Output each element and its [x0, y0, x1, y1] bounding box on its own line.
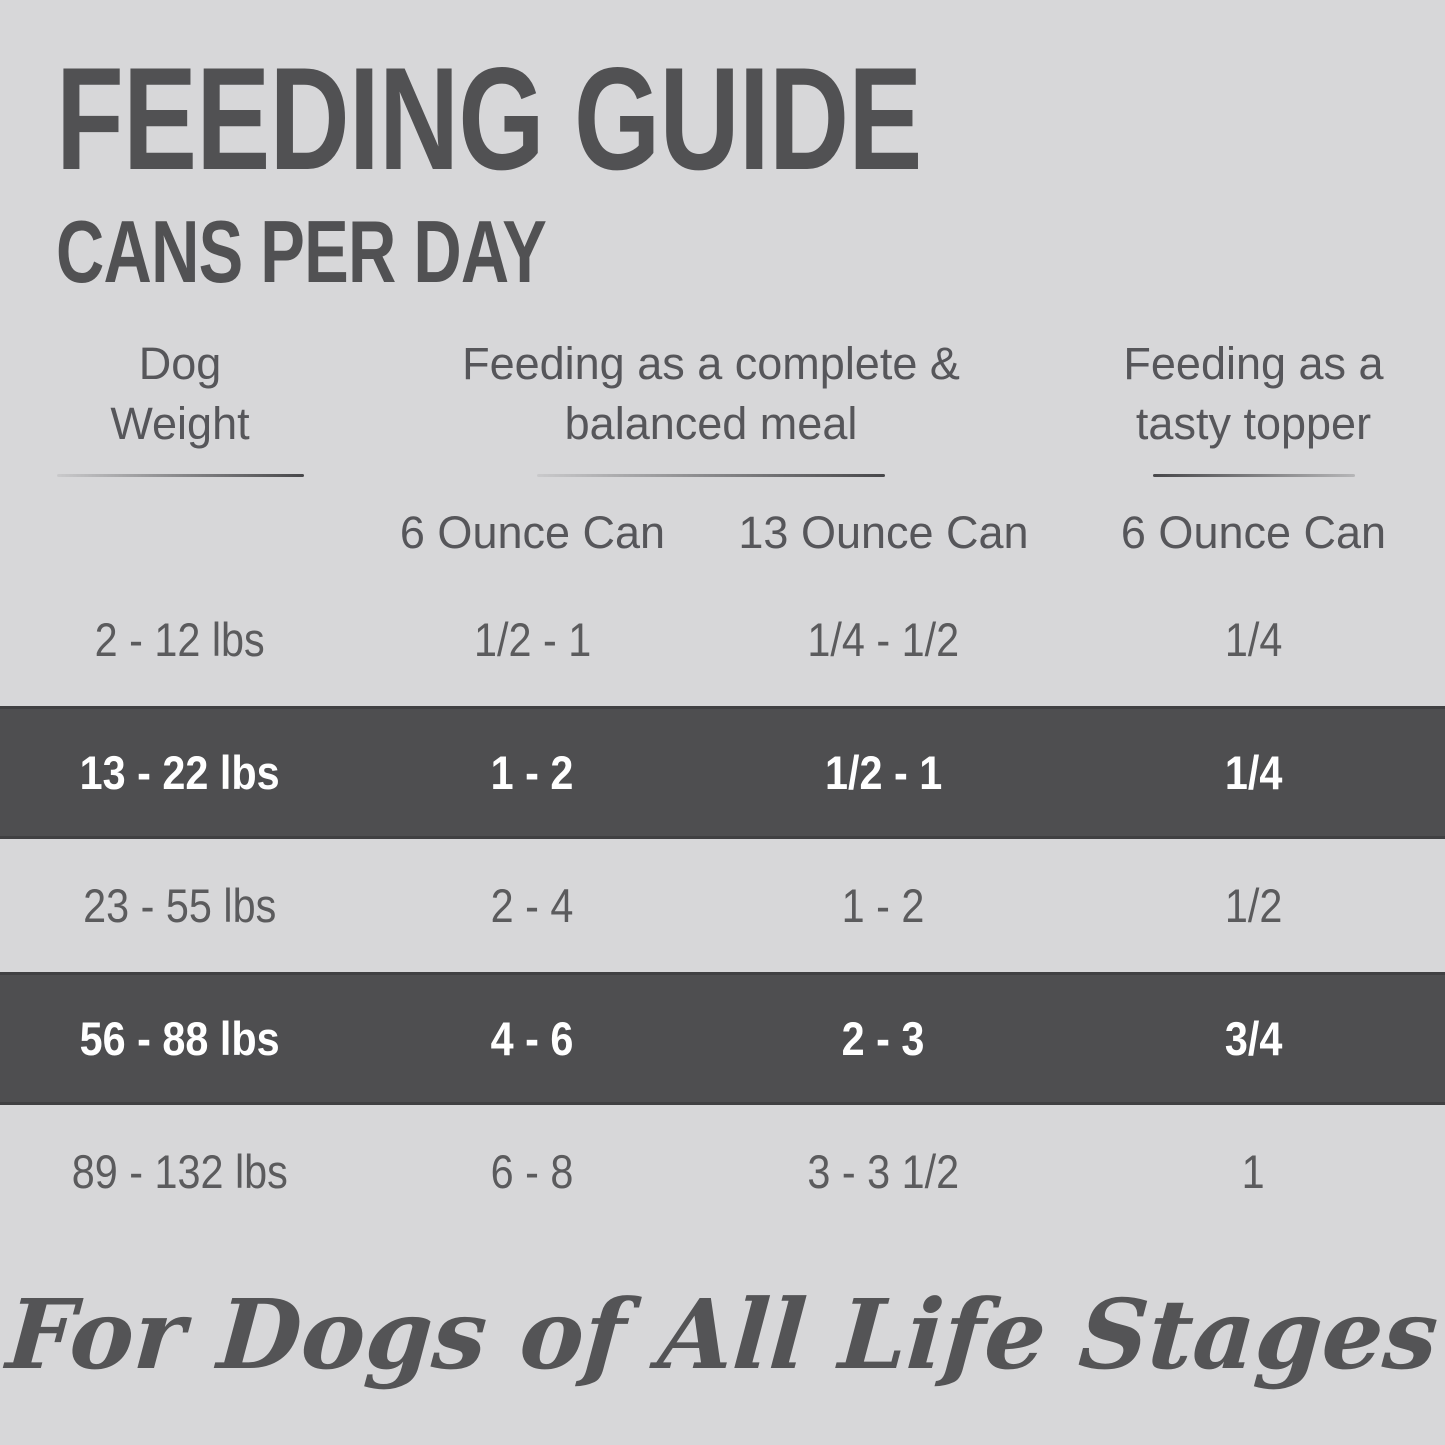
table-row-highlighted: 13 - 22 lbs 1 - 2 1/2 - 1 1/4 — [0, 705, 1445, 839]
subheader-13oz-can: 13 Ounce Can — [738, 506, 1029, 558]
cell-topper-6oz: 3/4 — [1224, 1011, 1283, 1065]
page-subtitle: CANS PER DAY — [56, 202, 547, 301]
subheader-6oz-can-topper: 6 Ounce Can — [1120, 506, 1387, 558]
cell-dog-weight: 2 - 12 lbs — [94, 612, 266, 666]
cell-topper-6oz: 1/2 — [1224, 878, 1283, 932]
cell-complete-6oz: 2 - 4 — [491, 878, 574, 932]
table-row: 2 - 12 lbs 1/2 - 1 1/4 - 1/2 1/4 — [0, 573, 1445, 706]
column-group-headers: Dog Weight Feeding as a complete & balan… — [0, 334, 1445, 477]
subheader-spacer — [0, 507, 360, 559]
column-group-label: Feeding as a complete & balanced meal — [462, 338, 960, 449]
cell-complete-6oz: 1 - 2 — [491, 745, 574, 799]
feeding-table-body: 2 - 12 lbs 1/2 - 1 1/4 - 1/2 1/4 13 - 22… — [0, 573, 1445, 1238]
table-row: 89 - 132 lbs 6 - 8 3 - 3 1/2 1 — [0, 1105, 1445, 1238]
cell-dog-weight: 13 - 22 lbs — [79, 745, 281, 799]
cell-complete-13oz: 2 - 3 — [842, 1011, 925, 1065]
cell-dog-weight: 89 - 132 lbs — [71, 1144, 289, 1198]
cell-complete-6oz: 1/2 - 1 — [473, 612, 592, 666]
title-block: FEEDING GUIDE CANS PER DAY — [0, 0, 1445, 296]
cell-complete-13oz: 1 - 2 — [842, 878, 925, 932]
can-size-subheaders: 6 Ounce Can 13 Ounce Can 6 Ounce Can — [0, 507, 1445, 559]
header-underline — [56, 473, 304, 477]
cell-complete-6oz: 4 - 6 — [491, 1011, 574, 1065]
cell-topper-6oz: 1/4 — [1224, 745, 1283, 799]
column-group-label: Dog Weight — [110, 338, 250, 449]
life-stages-tagline: For Dogs of All Life Stages — [3, 1277, 1442, 1391]
cell-topper-6oz: 1 — [1241, 1144, 1265, 1198]
cell-complete-6oz: 6 - 8 — [491, 1144, 574, 1198]
cell-complete-13oz: 1/2 - 1 — [824, 745, 943, 799]
cell-complete-13oz: 3 - 3 1/2 — [807, 1144, 960, 1198]
header-underline — [1152, 473, 1355, 477]
table-row: 23 - 55 lbs 2 - 4 1 - 2 1/2 — [0, 839, 1445, 972]
column-group-complete-meal: Feeding as a complete & balanced meal — [360, 334, 1062, 477]
cell-dog-weight: 23 - 55 lbs — [83, 878, 277, 932]
column-group-dog-weight: Dog Weight — [0, 334, 360, 477]
header-underline — [537, 473, 885, 477]
cell-topper-6oz: 1/4 — [1224, 612, 1283, 666]
cell-dog-weight: 56 - 88 lbs — [79, 1011, 281, 1065]
table-row-highlighted: 56 - 88 lbs 4 - 6 2 - 3 3/4 — [0, 971, 1445, 1105]
cell-complete-13oz: 1/4 - 1/2 — [807, 612, 960, 666]
column-group-label: Feeding as a tasty topper — [1123, 338, 1384, 449]
column-group-tasty-topper: Feeding as a tasty topper — [1062, 334, 1445, 477]
page-title: FEEDING GUIDE — [56, 37, 922, 200]
subheader-6oz-can: 6 Ounce Can — [399, 506, 666, 558]
